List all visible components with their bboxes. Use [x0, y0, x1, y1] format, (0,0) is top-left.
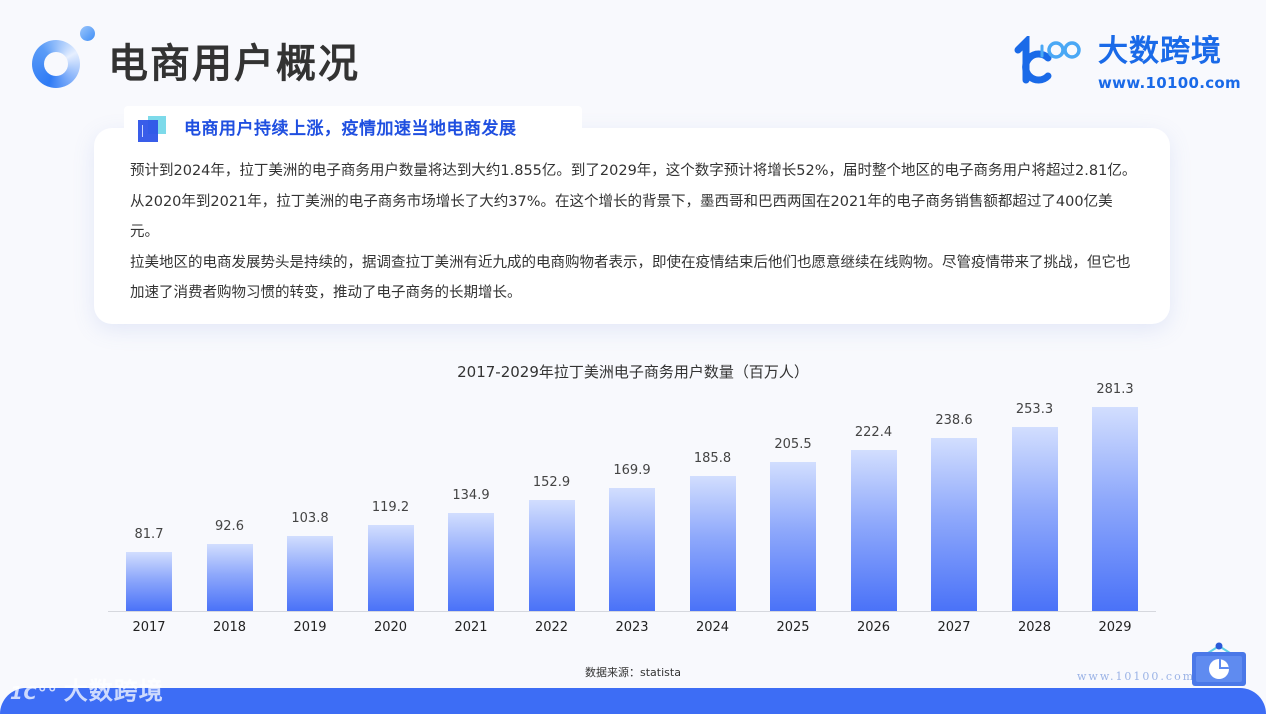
- bar: [931, 438, 977, 611]
- footer-band: [0, 688, 1266, 714]
- title-dot-icon: [80, 26, 95, 41]
- bar-group: 81.7 2017: [126, 380, 172, 640]
- bar-group: 281.3 2029: [1092, 380, 1138, 640]
- chart-title: 2017-2029年拉丁美洲电子商务用户数量（百万人）: [457, 363, 809, 381]
- x-axis-tick-label: 2025: [776, 620, 810, 635]
- footer-logo-text: 大数跨境: [63, 677, 164, 705]
- bar: [367, 525, 414, 611]
- x-axis-line: [108, 611, 1156, 612]
- bar-value-label: 152.9: [532, 475, 571, 490]
- bar-value-label: 222.4: [854, 425, 893, 440]
- bar-group: 152.9 2022: [528, 380, 575, 640]
- summary-body: 预计到2024年，拉丁美洲的电子商务用户数量将达到大约1.855亿。到了2029…: [130, 156, 1140, 309]
- x-axis-tick-label: 2019: [293, 620, 327, 635]
- x-axis-tick-label: 2023: [615, 620, 649, 635]
- x-axis-tick-label: 2027: [937, 620, 971, 635]
- bar-group: 92.6 2018: [206, 380, 253, 640]
- data-source: 数据来源：statista: [585, 666, 681, 679]
- bar-group: 119.2 2020: [367, 380, 414, 640]
- bar-value-label: 169.9: [613, 463, 651, 478]
- footer-logo-mark-icon: 1C°°: [10, 683, 58, 704]
- page-title: 电商用户概况: [108, 41, 360, 87]
- bar-chart: 81.7 2017 92.6 2018 103.8 2019 119.2 2020 134.9 2…: [108, 380, 1156, 640]
- brand-logo: 大数跨境 www.10100.com: [1014, 32, 1241, 96]
- bar: [1092, 407, 1138, 611]
- bar: [609, 488, 655, 611]
- x-axis-tick-label: 2017: [132, 620, 166, 635]
- bar-group: 134.9 2021: [448, 380, 494, 640]
- squares-icon: [138, 116, 168, 142]
- bar-group: 103.8 2019: [287, 380, 333, 640]
- bar: [770, 462, 816, 611]
- brand-name: 大数跨境: [1098, 34, 1222, 69]
- bar: [689, 476, 736, 611]
- brand-url: www.10100.com: [1098, 74, 1241, 92]
- x-axis-tick-label: 2029: [1098, 620, 1132, 635]
- bar-value-label: 238.6: [935, 413, 973, 428]
- footer-url: www.10100.com: [1077, 670, 1196, 683]
- bar-group: 222.4 2026: [850, 380, 897, 640]
- bar-group: 185.8 2024: [689, 380, 736, 640]
- bar: [850, 450, 897, 611]
- bar-value-label: 253.3: [1015, 402, 1054, 417]
- x-axis-tick-label: 2020: [373, 620, 408, 635]
- footer-logo: 1C°° 大数跨境: [10, 676, 164, 709]
- bar-value-label: 119.2: [371, 500, 410, 515]
- summary-paragraph: 预计到2024年，拉丁美洲的电子商务用户数量将达到大约1.855亿。到了2029…: [130, 163, 1137, 240]
- bar-group: 169.9 2023: [609, 380, 655, 640]
- bar-value-label: 185.8: [693, 451, 732, 466]
- bar-value-label: 205.5: [774, 437, 812, 452]
- bar-value-label: 134.9: [452, 488, 490, 503]
- bar-value-label: 281.3: [1096, 382, 1134, 397]
- bar: [1011, 427, 1058, 611]
- bar-group: 238.6 2027: [931, 380, 977, 640]
- bar: [448, 513, 494, 611]
- bar: [126, 552, 172, 611]
- bar-group: 253.3 2028: [1011, 380, 1058, 640]
- bar-value-label: 103.8: [291, 511, 329, 526]
- pie-chart-board-icon: [1192, 642, 1246, 686]
- x-axis-tick-label: 2018: [212, 620, 247, 635]
- bar: [528, 500, 575, 611]
- brand-10100-icon: [1014, 36, 1081, 84]
- summary-card-tab: [124, 106, 582, 146]
- bar: [206, 544, 253, 611]
- bar-value-label: 81.7: [134, 527, 164, 542]
- bar-group: 205.5 2025: [770, 380, 816, 640]
- x-axis-tick-label: 2026: [856, 620, 891, 635]
- x-axis-tick-label: 2021: [454, 620, 488, 635]
- x-axis-tick-label: 2028: [1017, 620, 1052, 635]
- x-axis-tick-label: 2024: [695, 620, 730, 635]
- x-axis-tick-label: 2022: [534, 620, 569, 635]
- summary-card: [94, 128, 1170, 324]
- bar-value-label: 92.6: [215, 519, 244, 534]
- title-ring-icon: [32, 40, 80, 88]
- summary-heading: 电商用户持续上涨，疫情加速当地电商发展: [184, 119, 517, 139]
- bar: [287, 536, 333, 611]
- summary-paragraph: 拉美地区的电商发展势头是持续的，据调查拉丁美洲有近九成的电商购物者表示，即使在疫…: [130, 254, 1131, 302]
